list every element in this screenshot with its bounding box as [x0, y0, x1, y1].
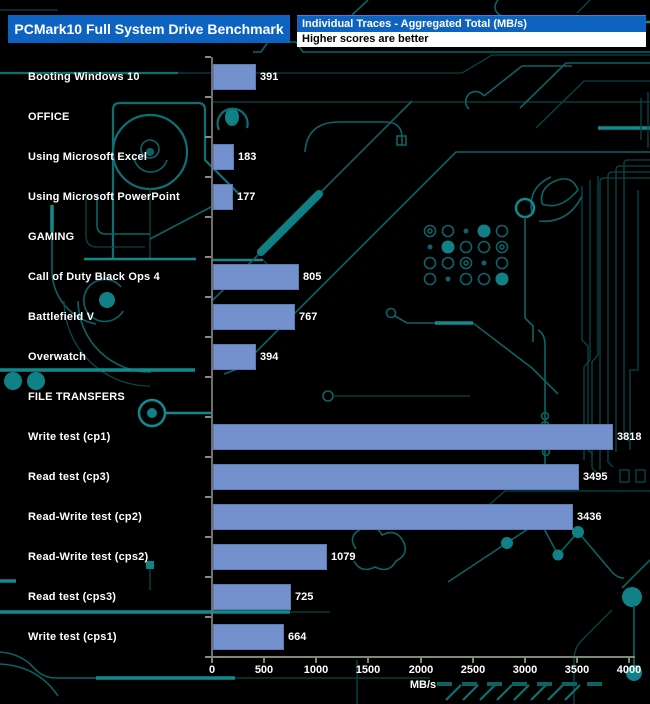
- x-axis-tick: [263, 658, 265, 663]
- section-label: FILE TRANSFERS: [28, 391, 125, 403]
- x-tick-label: 2500: [460, 664, 486, 676]
- bar: [213, 624, 284, 650]
- y-axis-line: [211, 57, 213, 658]
- category-label: Battlefield V: [28, 311, 95, 323]
- bar: [213, 184, 233, 210]
- x-axis-tick: [367, 658, 369, 663]
- bar: [213, 304, 295, 330]
- bar: [213, 424, 613, 450]
- bar-value: 3818: [617, 431, 642, 443]
- row-read-write-test-cps2: Read-Write test (cps2) 1079: [0, 537, 650, 577]
- x-tick-label: 3500: [564, 664, 590, 676]
- y-axis-tick: [205, 576, 211, 578]
- x-tick-label: 3000: [512, 664, 538, 676]
- bar: [213, 544, 327, 570]
- y-axis-tick: [205, 656, 211, 658]
- x-tick-label: 4000: [616, 664, 642, 676]
- x-axis-tick: [420, 658, 422, 663]
- x-axis-tick: [628, 658, 630, 663]
- row-write-test-cp1: Write test (cp1) 3818: [0, 417, 650, 457]
- bar-value: 664: [288, 631, 307, 643]
- section-file-transfers: FILE TRANSFERS: [0, 377, 650, 417]
- bar: [213, 584, 291, 610]
- row-write-test-cps1: Write test (cps1) 664: [0, 617, 650, 657]
- y-axis-tick: [205, 296, 211, 298]
- row-read-test-cps3: Read test (cps3) 725: [0, 577, 650, 617]
- bar-value: 394: [260, 351, 279, 363]
- legend-subtitle: Higher scores are better: [297, 32, 646, 47]
- row-booting-windows-10: Booting Windows 10 391: [0, 57, 650, 97]
- bar: [213, 264, 299, 290]
- y-axis-tick: [205, 616, 211, 618]
- y-axis-tick: [205, 336, 211, 338]
- bar-value: 805: [303, 271, 322, 283]
- y-axis-tick: [205, 376, 211, 378]
- section-office: OFFICE: [0, 97, 650, 137]
- bar: [213, 504, 573, 530]
- y-axis-tick: [205, 136, 211, 138]
- y-axis-tick: [205, 96, 211, 98]
- legend-title: Individual Traces - Aggregated Total (MB…: [297, 15, 646, 32]
- bar-value: 3495: [583, 471, 608, 483]
- x-axis-tick: [524, 658, 526, 663]
- x-axis-line: [211, 656, 635, 658]
- bar: [213, 344, 256, 370]
- section-label: GAMING: [28, 231, 75, 243]
- y-axis-tick: [205, 496, 211, 498]
- category-label: Read test (cp3): [28, 471, 110, 483]
- row-call-of-duty-black-ops-4: Call of Duty Black Ops 4 805: [0, 257, 650, 297]
- bar-value: 1079: [331, 551, 356, 563]
- row-overwatch: Overwatch 394: [0, 337, 650, 377]
- row-battlefield-v: Battlefield V 767: [0, 297, 650, 337]
- category-label: Read test (cps3): [28, 591, 117, 603]
- bar-value: 177: [237, 191, 256, 203]
- row-read-write-test-cp2: Read-Write test (cp2) 3436: [0, 497, 650, 537]
- row-using-microsoft-powerpoint: Using Microsoft PowerPoint 177: [0, 177, 650, 217]
- y-axis-tick: [205, 416, 211, 418]
- category-label: Read-Write test (cps2): [28, 551, 149, 563]
- bar: [213, 64, 256, 90]
- section-label: OFFICE: [28, 111, 70, 123]
- row-read-test-cp3: Read test (cp3) 3495: [0, 457, 650, 497]
- y-axis-tick: [205, 176, 211, 178]
- x-tick-label: 0: [208, 664, 216, 676]
- y-axis-tick: [205, 536, 211, 538]
- y-axis-tick: [205, 216, 211, 218]
- bar-value: 3436: [577, 511, 602, 523]
- x-tick-label: 1500: [355, 664, 381, 676]
- x-tick-label: 500: [254, 664, 274, 676]
- row-using-microsoft-excel: Using Microsoft Excel 183: [0, 137, 650, 177]
- bar-value: 725: [295, 591, 314, 603]
- y-axis-tick: [205, 256, 211, 258]
- section-gaming: GAMING: [0, 217, 650, 257]
- category-label: Using Microsoft PowerPoint: [28, 191, 180, 203]
- x-axis-title: MB/s: [409, 679, 437, 691]
- bar-value: 391: [260, 71, 279, 83]
- bar: [213, 464, 579, 490]
- y-axis-tick: [205, 456, 211, 458]
- x-axis-tick: [315, 658, 317, 663]
- bar-value: 767: [299, 311, 318, 323]
- category-label: Overwatch: [28, 351, 87, 363]
- category-label: Write test (cps1): [28, 631, 117, 643]
- legend-box: Individual Traces - Aggregated Total (MB…: [297, 15, 646, 47]
- page-title: PCMark10 Full System Drive Benchmark: [14, 21, 284, 37]
- x-axis-tick: [211, 658, 213, 663]
- y-axis-tick: [205, 56, 211, 58]
- category-label: Using Microsoft Excel: [28, 151, 148, 163]
- category-label: Write test (cp1): [28, 431, 111, 443]
- x-axis-tick: [472, 658, 474, 663]
- bar-value: 183: [238, 151, 257, 163]
- bar: [213, 144, 234, 170]
- category-label: Booting Windows 10: [28, 71, 140, 83]
- chart-title-box: PCMark10 Full System Drive Benchmark: [8, 15, 290, 43]
- x-tick-label: 2000: [408, 664, 434, 676]
- category-label: Read-Write test (cp2): [28, 511, 143, 523]
- x-tick-label: 1000: [303, 664, 329, 676]
- category-label: Call of Duty Black Ops 4: [28, 271, 160, 283]
- x-axis-tick: [576, 658, 578, 663]
